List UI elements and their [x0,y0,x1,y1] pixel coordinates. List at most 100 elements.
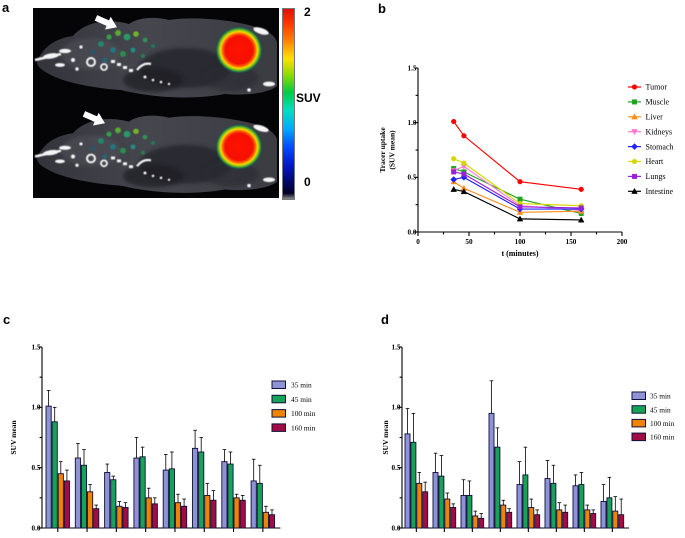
legend-item-Kidneys: Kidneys [628,127,672,136]
bar-group [133,437,158,529]
svg-text:1.0: 1.0 [32,404,41,412]
bar-group [404,408,429,529]
error-bar [111,475,116,480]
bar-group [162,451,188,529]
legend-item-160 min: 160 min [271,423,316,433]
bar-160 min [239,499,246,529]
svg-text:SUV mean: SUV mean [9,420,18,455]
legend-item-Liver: Liver [628,113,663,122]
svg-text:0.0: 0.0 [408,228,417,236]
bar-group [572,472,597,529]
bar-160 min [93,508,100,529]
error-bar [46,390,51,407]
svg-text:0.5: 0.5 [32,464,41,472]
svg-text:1.5: 1.5 [392,343,401,351]
svg-text:100: 100 [515,238,526,246]
bar-100 min [174,502,182,529]
bar-chart-suv-c: 0.0 0.5 1.0 1.5 SUV mean 35 min 45 min 100 min 1… [9,343,316,532]
svg-text:160 min: 160 min [650,433,675,442]
error-bar [251,458,256,481]
bar-group [74,443,100,529]
svg-text:50: 50 [465,238,473,246]
error-bar [607,476,612,498]
bar-35 min [192,447,199,529]
bar-160 min [562,511,569,529]
error-bar [517,461,522,485]
error-bar [411,412,416,443]
bar-100 min [204,494,211,529]
svg-text:150: 150 [566,238,577,246]
error-bar [439,455,444,477]
panel-d-label: d [381,312,389,327]
error-bar [423,481,427,492]
bar-45 min [466,494,473,529]
error-bar [228,451,233,465]
error-bar [258,464,262,484]
legend-item-100 min: 100 min [631,418,675,428]
bar-160 min [450,507,457,529]
error-bar [94,504,98,509]
bar-35 min [250,480,257,529]
colorbar-min-label: 0 [304,175,311,189]
bar-100 min [584,509,591,529]
pet-ct-scan-image [33,8,279,198]
svg-text:0.5: 0.5 [408,174,417,182]
bar-100 min [233,497,240,529]
error-bar [473,510,478,516]
svg-text:1.0: 1.0 [392,404,401,412]
svg-text:200: 200 [617,238,628,246]
y-axis [398,346,403,529]
error-bar [445,492,450,500]
bar-group [221,449,246,529]
error-bar [234,493,239,498]
y-axis [414,67,419,233]
bar-35 min [74,457,81,529]
legend-item-Intestine: Intestine [628,187,673,196]
error-bar [573,474,578,486]
bar-160 min [506,511,513,529]
error-bar [535,509,539,515]
legend-item-35 min: 35 min [271,380,312,390]
svg-text:Tumor: Tumor [646,83,668,92]
colorbar-unit-label: SUV [296,91,321,105]
svg-text:Stomach: Stomach [646,142,674,151]
bar-35 min [45,405,52,529]
panel-c-label: c [3,312,11,327]
x-axis [42,527,281,532]
bar-35 min [221,461,228,529]
bar-group [432,452,457,529]
svg-text:1.5: 1.5 [32,343,41,351]
bar-group [544,460,569,529]
bar-45 min [51,421,58,529]
error-bar [153,497,157,504]
bar-100 min [556,509,563,529]
error-bar [551,464,556,484]
bar-160 min [268,514,276,529]
bar-45 min [438,475,445,529]
svg-text:(SUV mean): (SUV mean) [388,130,397,170]
series-Lungs [451,169,584,211]
series-Tumor [451,118,584,192]
bar-35 min [162,469,169,529]
series-Heart [451,156,584,209]
error-bar [507,508,511,513]
bar-45 min [198,451,205,529]
error-bar [270,509,274,515]
bar-group [250,458,276,529]
svg-text:35 min: 35 min [650,392,671,401]
bar-45 min [578,484,585,529]
error-bar [501,499,506,506]
bar-160 min [422,491,429,529]
svg-text:Intestine: Intestine [646,187,674,196]
svg-text:0: 0 [416,238,420,246]
x-axis [402,527,629,532]
error-bar [164,453,168,471]
error-bar [199,437,203,452]
bar-160 min [151,503,158,529]
panel-b-label: b [378,1,386,16]
bar-100 min [528,507,535,529]
error-bar [461,479,466,496]
bar-group [104,463,129,529]
bar-100 min [57,473,64,529]
error-bar [105,463,109,473]
